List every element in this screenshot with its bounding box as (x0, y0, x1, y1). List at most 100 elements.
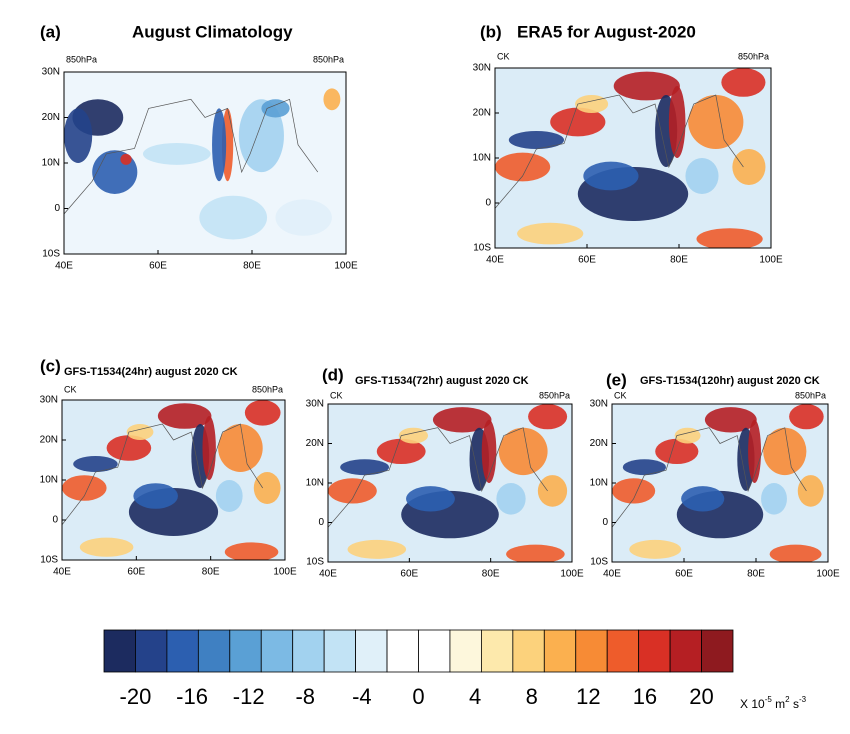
y-tick-label: 10S (306, 557, 324, 568)
colorbar-box (543, 629, 577, 673)
field-blob (432, 407, 492, 433)
field-blob (583, 161, 639, 191)
field-blob (517, 222, 584, 245)
field-blob (797, 475, 824, 507)
colorbar-box (292, 629, 325, 673)
y-tick-label: 0 (318, 517, 324, 528)
map-field (495, 68, 771, 248)
field-blob (575, 95, 609, 113)
right-note: 850hPa (252, 384, 283, 394)
right-note: 850hPa (539, 390, 570, 400)
field-blob (789, 404, 824, 430)
field-blob (376, 438, 426, 465)
field-blob (73, 456, 118, 472)
field-blob (398, 427, 429, 444)
field-blob (506, 544, 565, 562)
panel-label: (c) (40, 356, 61, 375)
x-tick-label: 80E (747, 569, 765, 580)
y-tick-label: 30N (473, 63, 491, 74)
y-tick-label: 20N (306, 438, 324, 449)
panel-title: GFS-T1534(120hr) august 2020 CK (640, 375, 820, 387)
colorbar-box (355, 629, 388, 673)
y-tick-label: 0 (485, 198, 491, 209)
panel-title: August Climatology (132, 22, 293, 41)
y-tick-label: 10S (590, 557, 608, 568)
coastline (612, 427, 807, 528)
colorbar-label: 0 (412, 684, 424, 709)
y-tick-label: 10N (590, 478, 608, 489)
left-note: CK (330, 390, 343, 400)
panel-title: GFS-T1534(24hr) august 2020 CK (64, 366, 238, 378)
colorbar-box (669, 629, 702, 673)
y-tick-label: 0 (602, 517, 608, 528)
field-blob (275, 199, 332, 236)
x-tick-label: 60E (400, 569, 418, 580)
field-blob (655, 438, 699, 465)
colorbar-box (229, 629, 262, 673)
field-blob (622, 459, 667, 476)
field-blob (761, 483, 787, 515)
x-tick-label: 100E (759, 255, 783, 266)
y-tick-label: 10S (473, 243, 491, 254)
colorbar-box (135, 629, 168, 673)
colorbar-box (197, 629, 231, 673)
field-blob (721, 68, 766, 97)
field-blob (550, 107, 606, 137)
x-tick-label: 40E (603, 569, 621, 580)
x-tick-label: 40E (53, 567, 71, 578)
right-note: 850hPa (738, 51, 769, 61)
y-tick-label: 20N (590, 438, 608, 449)
field-blob (732, 149, 766, 185)
y-tick-label: 10N (306, 478, 324, 489)
field-blob (328, 478, 377, 504)
unit-exponent: -5 (765, 695, 773, 704)
right-note: 850hPa (313, 54, 344, 64)
field-blob (261, 99, 290, 118)
colorbar-box (575, 629, 608, 673)
x-tick-label: 80E (670, 255, 688, 266)
colorbar-box (480, 629, 514, 673)
left-note: 850hPa (66, 54, 97, 64)
x-tick-label: 80E (202, 567, 220, 578)
field-blob (704, 407, 757, 433)
x-tick-label: 60E (578, 255, 596, 266)
colorbar-box (323, 629, 356, 673)
field-blob (253, 472, 281, 504)
y-tick-label: 20N (473, 108, 491, 119)
panel-title: GFS-T1534(72hr) august 2020 CK (355, 375, 529, 387)
field-blob (62, 475, 107, 501)
field-blob (157, 403, 212, 429)
field-blob (215, 480, 243, 512)
colorbar-box (701, 629, 734, 673)
left-note: CK (64, 384, 77, 394)
panel-label: (b) (480, 22, 502, 41)
field-blob (106, 435, 152, 461)
coastline (328, 427, 548, 528)
y-tick-label: 30N (40, 395, 58, 406)
map-field (612, 404, 828, 562)
map-field (64, 72, 346, 254)
right-note: 850hPa (795, 390, 826, 400)
map-field (62, 400, 285, 560)
x-tick-label: 100E (816, 569, 840, 580)
y-tick-label: 0 (54, 203, 60, 214)
field-blob (508, 131, 564, 149)
unit-exponent: 2 (785, 695, 790, 704)
x-tick-label: 40E (319, 569, 337, 580)
unit-text: X 10 (740, 697, 765, 711)
y-tick-label: 10N (473, 153, 491, 164)
field-blob (495, 152, 551, 182)
x-tick-label: 100E (334, 261, 358, 272)
colorbar-box (103, 629, 136, 673)
x-tick-label: 40E (486, 255, 504, 266)
field-blob (133, 483, 178, 509)
field-blob (685, 158, 719, 194)
colorbar-label: -4 (352, 684, 372, 709)
panel-label: (a) (40, 22, 61, 41)
colorbar-label: 16 (633, 684, 657, 709)
colorbar-box (418, 629, 451, 673)
field-blob (142, 142, 211, 165)
y-tick-label: 0 (52, 515, 58, 526)
field-blob (688, 95, 744, 149)
